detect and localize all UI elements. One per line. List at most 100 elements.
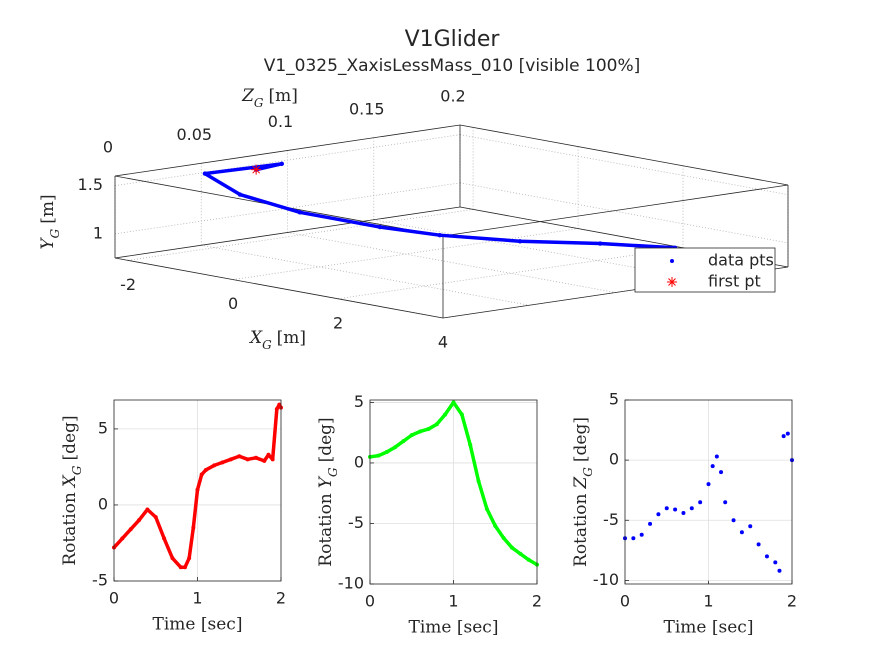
axes-box — [369, 399, 538, 585]
x-axis-label: Time [sec] — [153, 615, 243, 635]
x-tick-label: 2 — [532, 592, 542, 611]
data-point — [689, 506, 694, 511]
data-point — [748, 524, 753, 529]
y-tick-label: 5 — [609, 390, 619, 409]
data-point — [195, 487, 200, 492]
data-point — [199, 472, 204, 477]
data-point — [377, 224, 383, 230]
z-tick-label: 0.05 — [176, 125, 212, 144]
data-point — [426, 427, 431, 432]
data-point — [698, 500, 703, 505]
x-tick-label: 1 — [448, 592, 458, 611]
y-tick-label: 0 — [354, 452, 364, 471]
data-point — [253, 455, 258, 460]
data-point — [476, 479, 481, 484]
data-point — [137, 518, 142, 523]
data-point — [517, 239, 523, 244]
y-tick-label: 1 — [93, 223, 103, 242]
first-point-star — [251, 164, 262, 175]
data-point — [597, 241, 603, 246]
x-axis-label: Time [sec] — [409, 618, 499, 638]
axis-label-part: Y — [316, 475, 336, 488]
axis-label-part: G — [326, 467, 340, 477]
data-point — [443, 412, 448, 417]
data-point — [501, 536, 506, 540]
data-point — [270, 457, 275, 462]
x-tick-label: 1 — [192, 589, 202, 608]
data-point — [202, 171, 208, 176]
data-point — [245, 457, 250, 462]
data-point — [648, 521, 653, 526]
y-tick-label: -5 — [92, 571, 108, 590]
data-point — [153, 515, 158, 520]
data-point — [706, 482, 711, 487]
chart-subtitle: V1_0325_XaxisLessMass_010 [visible 100%] — [264, 56, 641, 76]
data-point — [451, 400, 456, 405]
y-tick-label: -10 — [338, 574, 364, 593]
axis-label: ZG [m] — [241, 86, 298, 110]
axis-label: Rotation ZG [deg] — [571, 417, 595, 567]
x-tick-label: 2 — [787, 592, 797, 611]
axis-label-part: G — [48, 228, 62, 238]
axis-label-part: Y — [38, 237, 58, 250]
x-tick-label: 0 — [620, 592, 630, 611]
axis-box-edge — [114, 206, 461, 259]
data-point — [509, 545, 514, 550]
data-point — [526, 557, 531, 562]
data-point — [673, 507, 678, 512]
legend-label: first pt — [708, 272, 761, 291]
y-tick-label: 0 — [98, 494, 108, 513]
data-point — [145, 507, 150, 512]
axis-label: Rotation YG [deg] — [316, 417, 340, 566]
data-point — [710, 464, 715, 469]
axis-box-edge — [442, 184, 789, 237]
data-point — [664, 506, 669, 511]
data-point — [237, 454, 242, 459]
data-point — [262, 458, 267, 463]
z-tick-label: 0.1 — [268, 112, 293, 131]
data-point — [401, 439, 406, 444]
data-point — [237, 192, 243, 197]
data-point — [203, 467, 208, 472]
y-tick-label: 0 — [609, 450, 619, 469]
data-point — [756, 542, 761, 547]
data-point — [297, 210, 302, 215]
x-tick-label: 0 — [365, 592, 375, 611]
data-point — [434, 422, 439, 427]
data-point — [128, 527, 133, 532]
axis-box-edge — [114, 124, 461, 177]
data-point — [459, 412, 464, 417]
data-point — [220, 460, 225, 465]
data-point — [274, 407, 279, 412]
data-point — [785, 431, 790, 436]
data-point — [777, 568, 782, 573]
axis-label-part: [m] — [38, 194, 58, 223]
data-point — [731, 518, 736, 523]
data-point — [518, 551, 523, 556]
data-point — [384, 450, 389, 455]
x-tick-label: 0 — [109, 589, 119, 608]
data-point — [631, 536, 636, 541]
data-point — [714, 454, 719, 459]
data-point — [468, 442, 473, 447]
legend-marker — [667, 277, 677, 287]
data-point — [120, 536, 125, 541]
grid-line — [128, 209, 474, 261]
axis-label-part: [m] — [277, 328, 306, 348]
data-point — [493, 523, 498, 528]
x-tick-label: 1 — [703, 592, 713, 611]
x-tick-label: -2 — [120, 275, 136, 294]
z-tick-label: 0.15 — [349, 99, 385, 118]
grid-line — [337, 247, 684, 300]
x-tick-label: 0 — [228, 294, 238, 313]
legend-marker — [670, 259, 674, 263]
data-point — [162, 536, 167, 541]
data-point — [409, 433, 414, 438]
axis-label: YG [m] — [38, 194, 62, 249]
z-tick-label: 0.2 — [440, 87, 465, 106]
data-point — [170, 556, 175, 561]
data-point — [639, 532, 644, 537]
data-point — [656, 512, 661, 517]
axis-label-part: [m] — [269, 86, 298, 106]
axis-label-part: G — [70, 465, 84, 475]
